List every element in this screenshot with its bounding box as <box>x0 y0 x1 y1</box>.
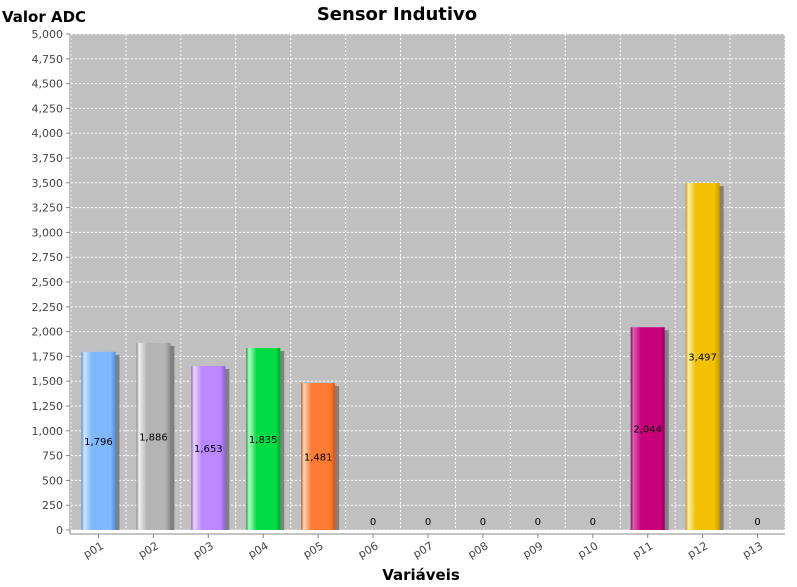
y-tick-label: 4,000 <box>32 127 64 140</box>
bar-p12 <box>685 183 720 530</box>
bar-p02 <box>136 342 171 530</box>
y-tick-label: 1,250 <box>32 400 64 413</box>
y-tick-label: 4,250 <box>32 102 64 115</box>
y-axis-title: Valor ADC <box>2 8 86 26</box>
data-label-p01: 1,796 <box>84 437 113 448</box>
y-tick-label: 1,500 <box>32 375 64 388</box>
gridlines <box>70 33 786 531</box>
y-tick-label: 500 <box>42 474 63 487</box>
y-axis: 0 250 500 750 1,000 1,250 1,500 1,750 2,000 2,250… <box>32 28 71 537</box>
bar-p04 <box>246 347 281 530</box>
data-label-p09: 0 <box>535 517 541 528</box>
y-tick-label: 1,750 <box>32 350 64 363</box>
data-label-p03: 1,653 <box>194 444 223 455</box>
y-tick-label: 3,000 <box>32 226 64 239</box>
y-tick-label: 4,750 <box>32 53 64 66</box>
y-tick-label: 3,750 <box>32 152 64 165</box>
bar-p03 <box>191 366 226 530</box>
data-label-p06: 0 <box>370 517 376 528</box>
y-tick-label: 250 <box>42 499 63 512</box>
y-tick-label: 2,500 <box>32 276 64 289</box>
y-tick-label: 4,500 <box>32 78 64 91</box>
y-tick-label: 2,750 <box>32 251 64 264</box>
data-label-p02: 1,886 <box>139 432 168 443</box>
bar-p05 <box>301 383 336 530</box>
data-label-p13: 0 <box>754 517 760 528</box>
x-axis-title: Variáveis <box>382 566 460 584</box>
data-label-p08: 0 <box>480 517 486 528</box>
y-tick-label: 2,250 <box>32 301 64 314</box>
y-tick-label: 2,000 <box>32 326 64 339</box>
bars: 1,796 1,886 1,653 1,835 1,481 0 0 0 0 0 2,044 3,497… <box>81 183 761 530</box>
data-label-p05: 1,481 <box>304 453 333 464</box>
data-label-p07: 0 <box>425 517 431 528</box>
y-tick-label: 750 <box>42 450 63 463</box>
data-label-p10: 0 <box>590 517 596 528</box>
bar-p01 <box>81 351 116 530</box>
data-label-p04: 1,835 <box>249 435 278 446</box>
y-tick-label: 3,250 <box>32 202 64 215</box>
bar-p11 <box>630 327 665 530</box>
y-tick-label: 3,500 <box>32 177 64 190</box>
chart-title: Sensor Indutivo <box>317 4 477 25</box>
data-label-p11: 2,044 <box>633 425 662 436</box>
data-label-p12: 3,497 <box>688 353 717 364</box>
y-tick-label: 5,000 <box>32 28 64 41</box>
y-tick-label: 0 <box>56 524 63 537</box>
y-tick-label: 1,000 <box>32 425 64 438</box>
